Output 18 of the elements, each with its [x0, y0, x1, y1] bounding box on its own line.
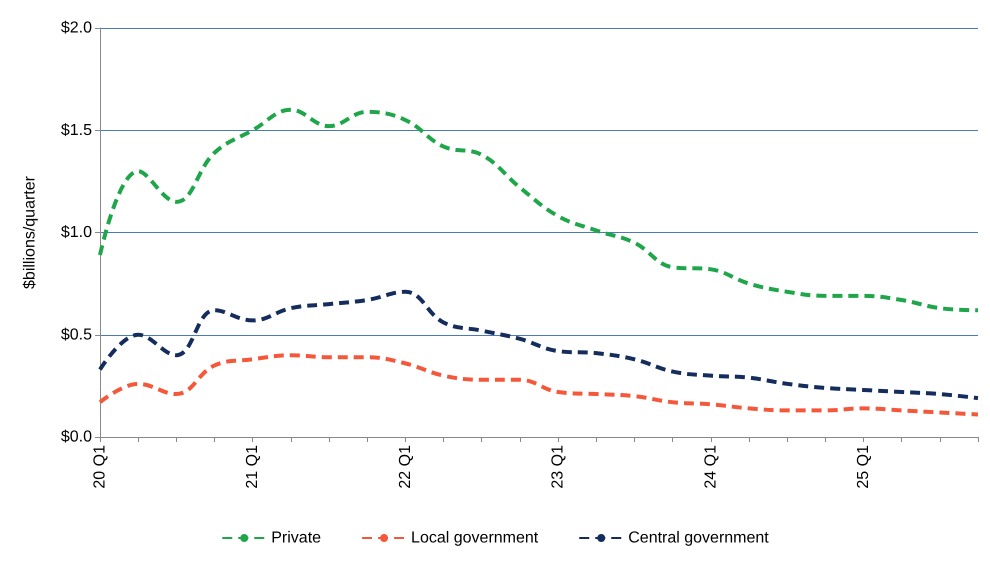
x-tick-label: 25 Q1 [854, 444, 872, 489]
legend-label: Local government [411, 530, 539, 546]
x-tick-label: 20 Q1 [92, 444, 108, 489]
x-tick-label: 24 Q1 [702, 444, 720, 489]
y-tick-label: $0.0 [60, 428, 92, 446]
y-axis-title: $billions/quarter [22, 175, 38, 289]
y-tick-label: $0.5 [60, 326, 92, 344]
x-tick-label: 22 Q1 [396, 444, 414, 489]
line-series [98, 290, 980, 400]
y-tick-label: $1.0 [60, 224, 92, 241]
line-series [98, 108, 980, 312]
x-tick-label: 21 Q1 [244, 444, 262, 489]
legend-label: Private [271, 530, 322, 546]
y-tick-label: $1.5 [60, 122, 92, 139]
y-tick-label: $2.0 [60, 20, 92, 36]
line-series [98, 353, 980, 417]
legend-label: Central government [628, 530, 770, 546]
x-tick-label: 23 Q1 [550, 444, 567, 489]
